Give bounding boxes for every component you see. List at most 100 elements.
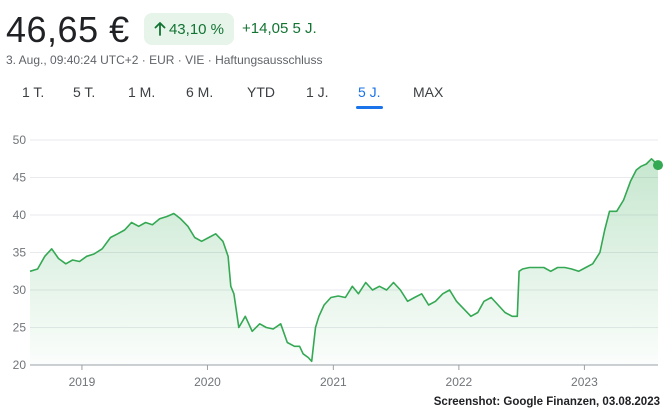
tab-1-j[interactable]: 1 J.	[306, 84, 329, 100]
price-point	[435, 301, 436, 302]
price-point	[365, 282, 366, 283]
y-tick-label: 20	[13, 358, 27, 372]
price-point	[287, 342, 288, 343]
quote-subline: 3. Aug., 09:40:24 UTC+2 · EUR · VIE · Ha…	[6, 53, 323, 67]
price-point	[280, 323, 281, 324]
price-point	[187, 226, 188, 227]
price-point	[483, 301, 484, 302]
price-point	[273, 328, 274, 329]
price-point	[180, 218, 181, 219]
price-point	[470, 316, 471, 317]
y-tick-label: 45	[13, 171, 27, 185]
price-point	[228, 256, 229, 257]
price-point	[529, 267, 530, 268]
y-tick-label: 25	[13, 321, 27, 335]
price-point	[51, 248, 52, 249]
price-point	[592, 263, 593, 264]
price-point	[294, 346, 295, 347]
price-point	[641, 166, 642, 167]
x-tick-label: 2023	[571, 375, 598, 389]
price-point	[646, 163, 647, 164]
price-point	[86, 256, 87, 257]
tab-max[interactable]: MAX	[413, 84, 443, 100]
price-point	[456, 301, 457, 302]
price-point	[449, 289, 450, 290]
price-point	[145, 222, 146, 223]
price-point	[324, 304, 325, 305]
price-point	[215, 233, 216, 234]
price-point	[131, 222, 132, 223]
price-point	[159, 218, 160, 219]
price-point	[498, 304, 499, 305]
price-point	[393, 282, 394, 283]
price-point	[233, 293, 234, 294]
price-point	[557, 267, 558, 268]
price-point	[442, 293, 443, 294]
price-point	[609, 211, 610, 212]
price-point	[93, 253, 94, 254]
percent-change-value: 43,10 %	[168, 20, 225, 38]
price-point	[102, 248, 103, 249]
tab-5-j[interactable]: 5 J.	[356, 84, 383, 109]
y-tick-label: 40	[13, 208, 27, 222]
tab-ytd[interactable]: YTD	[247, 84, 275, 100]
price-point	[72, 259, 73, 260]
tab-label: 1 M.	[128, 84, 156, 100]
price-point	[414, 297, 415, 298]
price-point	[37, 268, 38, 269]
tab-5-t[interactable]: 5 T.	[73, 84, 95, 100]
price-point	[616, 211, 617, 212]
tab-6-m[interactable]: 6 M.	[186, 84, 213, 100]
price-point	[266, 327, 267, 328]
price-point	[358, 293, 359, 294]
tab-1-m[interactable]: 1 M.	[128, 84, 155, 100]
price-point	[303, 353, 304, 354]
price-point	[318, 316, 319, 317]
price-point	[299, 346, 300, 347]
price-point	[308, 357, 309, 358]
price-point	[44, 256, 45, 257]
price-point	[173, 213, 174, 214]
price-point	[386, 289, 387, 290]
price-point	[379, 286, 380, 287]
price-point	[372, 289, 373, 290]
absolute-change: +14,05 5 J.	[242, 20, 317, 37]
price-point	[578, 271, 579, 272]
tab-label: YTD	[247, 84, 275, 100]
price-point	[491, 297, 492, 298]
arrow-up-icon	[154, 22, 166, 36]
tab-1-t[interactable]: 1 T.	[22, 84, 44, 100]
tab-label: 1 T.	[22, 84, 45, 100]
x-tick-label: 2021	[320, 375, 347, 389]
price-point	[259, 323, 260, 324]
price-point	[29, 271, 30, 272]
y-tick-label: 50	[13, 133, 27, 147]
price-point	[315, 327, 316, 328]
price-point	[550, 271, 551, 272]
price-point	[110, 237, 111, 238]
price-point	[651, 158, 652, 159]
price-point	[564, 267, 565, 268]
screenshot-watermark: Screenshot: Google Finanzen, 03.08.2023	[433, 396, 660, 408]
price-point	[522, 268, 523, 269]
price-point	[517, 316, 518, 317]
active-tab-underline	[356, 106, 383, 109]
price-point	[330, 297, 331, 298]
tab-label: 6 M.	[186, 84, 214, 100]
x-tick-label: 2020	[194, 375, 221, 389]
price-point	[421, 293, 422, 294]
price-point	[238, 327, 239, 328]
price-point	[536, 267, 537, 268]
price-line	[29, 158, 659, 363]
price-point	[352, 286, 353, 287]
price-point	[407, 301, 408, 302]
price-point	[79, 261, 80, 262]
price-point	[599, 252, 600, 253]
tab-label: 1 J.	[306, 84, 329, 100]
price-point	[604, 229, 605, 230]
price-point	[222, 241, 223, 242]
price-point	[252, 331, 253, 332]
price-point	[166, 216, 167, 217]
current-price-dot	[653, 160, 663, 171]
